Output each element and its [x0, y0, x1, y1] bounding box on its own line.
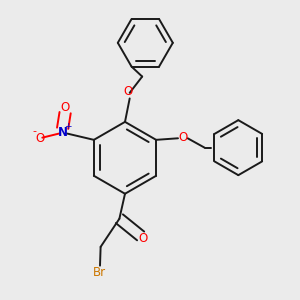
Text: Br: Br	[92, 266, 106, 279]
Text: O: O	[35, 132, 44, 145]
Text: +: +	[64, 122, 72, 131]
Text: -: -	[32, 126, 37, 136]
Text: O: O	[61, 101, 70, 114]
Text: O: O	[124, 85, 133, 98]
Text: O: O	[139, 232, 148, 245]
Text: N: N	[58, 125, 68, 139]
Text: O: O	[178, 131, 188, 144]
